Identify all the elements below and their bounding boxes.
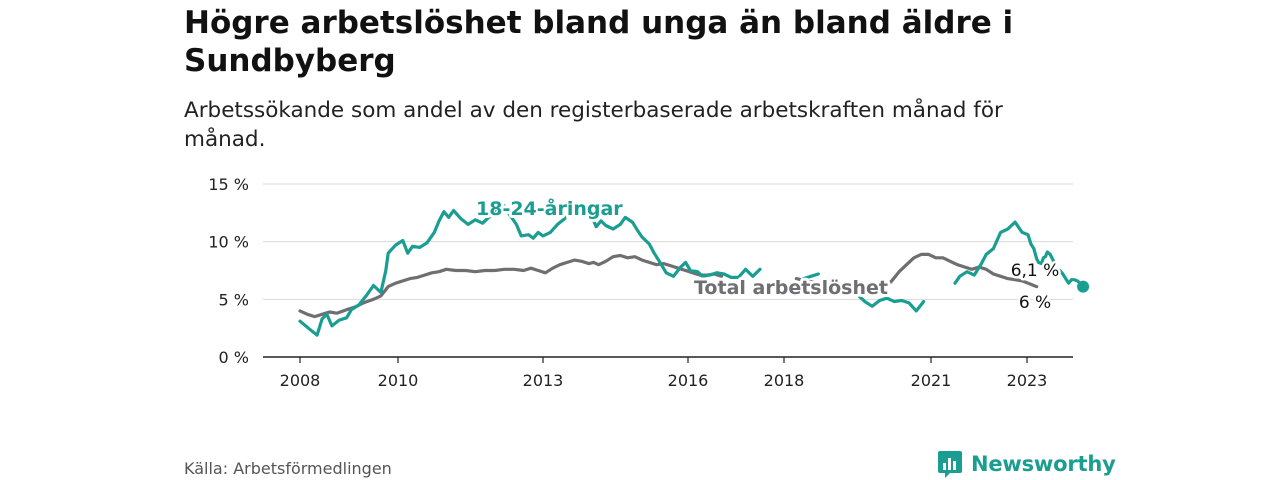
youth-line-segment — [563, 211, 574, 218]
source-note: Källa: Arbetsförmedlingen — [184, 459, 392, 478]
x-tick-label: 2016 — [668, 371, 709, 390]
y-tick-label: 10 % — [208, 233, 249, 252]
youth-end-label-halo: 6,1 % — [1011, 261, 1060, 281]
total-end-label-halo: 6 % — [1019, 293, 1051, 313]
youth-series-label-halo: 18-24-åringar — [476, 196, 623, 220]
x-tick-label: 2023 — [1007, 371, 1048, 390]
line-chart: 0 %5 %10 %15 % 2008 2010 2013 2016 2018 2021 2… — [208, 175, 1090, 390]
newsworthy-logo-icon — [938, 451, 962, 478]
youth-line-segment — [953, 220, 1041, 285]
total-end-label: 6 % — [1019, 293, 1051, 313]
y-tick-label: 0 % — [219, 348, 249, 367]
youth-series-label: 18-24-åringar — [476, 196, 623, 220]
series-lines — [298, 204, 1090, 337]
x-tick-label: 2008 — [280, 371, 321, 390]
y-tick-label: 15 % — [208, 175, 249, 194]
total-line-segment — [794, 277, 894, 293]
youth-line-segment — [1037, 250, 1085, 289]
newsworthy-logo[interactable]: Newsworthy — [937, 449, 1116, 479]
youth-line-segment — [589, 213, 719, 278]
youth-line-segment — [802, 272, 820, 281]
chart-title: Högre arbetslöshet bland unga än bland ä… — [184, 5, 1014, 79]
youth-line-segment — [855, 293, 926, 313]
x-tick-label: 2013 — [523, 371, 564, 390]
y-axis: 0 % 5 % 10 % 15 % — [208, 175, 249, 367]
grid-lines — [263, 183, 1073, 300]
youth-line-segment — [715, 267, 762, 279]
y-tick-label: 5 % — [219, 290, 249, 309]
x-tick-label: 2021 — [911, 371, 952, 390]
newsworthy-logo-text: Newsworthy — [971, 452, 1116, 476]
x-tick-label: 2010 — [378, 371, 419, 390]
total-line — [298, 253, 724, 319]
youth-end-label: 6,1 % — [1011, 261, 1060, 281]
x-axis: 2008 2010 2013 2016 2018 2021 2023 — [280, 357, 1048, 390]
end-point-marker — [1077, 280, 1090, 293]
total-line-segment — [890, 252, 1039, 289]
total-series-label-halo: Total arbetslöshet — [694, 277, 888, 299]
chart-subtitle: Arbetssökande som andel av den registerb… — [184, 98, 1003, 152]
total-series-label: Total arbetslöshet — [694, 277, 888, 299]
x-tick-label: 2018 — [764, 371, 805, 390]
youth-line — [298, 204, 567, 337]
